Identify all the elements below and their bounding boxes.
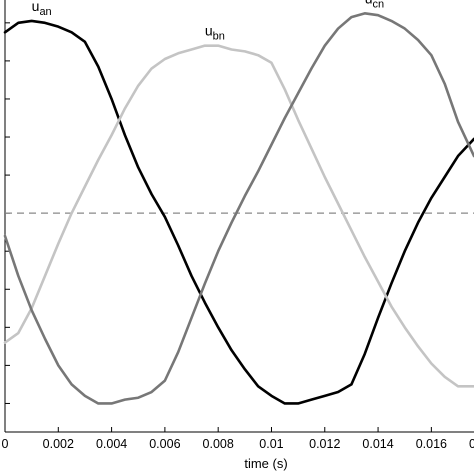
series-label-an: uan [32,0,52,18]
x-tick-label: 0.006 [149,437,180,451]
series-line-an [3,19,474,405]
x-tick-label: 0.004 [96,437,127,451]
x-tick-label: 0 [2,437,9,451]
series-label-bn: ubn [205,23,225,43]
x-tick-label: 0.002 [43,437,74,451]
series-label-cn: ucn [365,0,384,10]
x-tick-label: 0.016 [416,437,447,451]
series-labels: uan ubn ucn [32,0,385,43]
x-tick-label: 0.008 [203,437,234,451]
x-tick-label: 0.01 [259,437,283,451]
series-lines [3,12,474,405]
x-tick-label: 0.012 [309,437,340,451]
series-line-bn [3,44,474,388]
x-tick-label: 0.018 [469,437,474,451]
series-line-cn [3,12,474,405]
x-tick-label: 0.014 [362,437,393,451]
tick-labels: 0 0.002 0.004 0.006 0.008 0.01 0.012 0.014 0.016… [2,437,474,451]
x-axis-label: time (s) [244,456,287,471]
plot-axes [4,0,474,433]
